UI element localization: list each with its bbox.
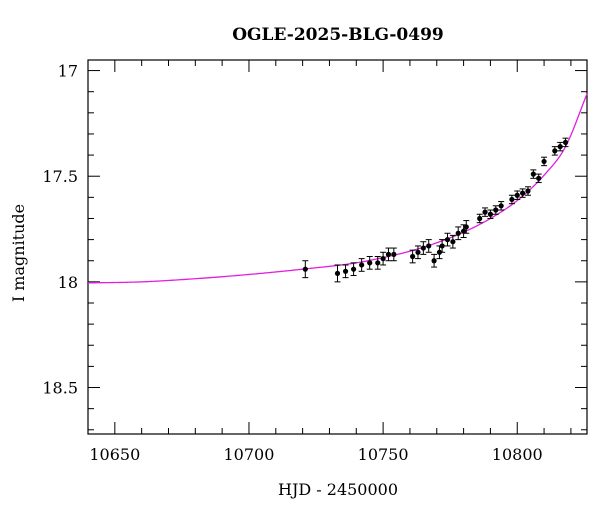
- data-point: [420, 241, 427, 255]
- data-point-marker: [420, 245, 426, 251]
- data-point-marker: [391, 251, 397, 257]
- data-point: [414, 245, 421, 260]
- y-tick-label: 17.5: [42, 167, 78, 186]
- data-point: [519, 188, 526, 198]
- data-point: [460, 224, 467, 238]
- data-point-marker: [444, 237, 451, 243]
- data-point: [334, 264, 341, 283]
- data-point-marker: [350, 266, 357, 272]
- points-layer: [302, 137, 569, 283]
- data-point: [476, 213, 483, 224]
- data-point-marker: [342, 268, 349, 274]
- data-point: [425, 239, 432, 253]
- data-point: [390, 247, 397, 262]
- data-point: [463, 220, 470, 234]
- data-point: [455, 226, 462, 241]
- data-point-marker: [455, 230, 461, 236]
- data-point: [562, 137, 569, 148]
- data-point-marker: [415, 249, 421, 255]
- data-point-marker: [367, 260, 373, 266]
- data-point-marker: [536, 175, 542, 181]
- data-point: [498, 201, 505, 211]
- data-point-marker: [431, 258, 437, 264]
- data-point: [492, 205, 499, 215]
- data-point: [380, 251, 387, 266]
- x-tick-label: 10700: [224, 445, 275, 464]
- chart-title: OGLE-2025-BLG-0499: [232, 25, 444, 45]
- data-point-marker: [460, 228, 467, 234]
- data-point-marker: [375, 260, 381, 266]
- data-point: [342, 264, 349, 279]
- data-point: [302, 260, 309, 279]
- data-point: [409, 249, 416, 264]
- data-point: [557, 141, 564, 152]
- y-tick-label: 17: [58, 62, 78, 81]
- data-point-marker: [552, 148, 558, 154]
- data-point-marker: [439, 243, 445, 249]
- data-point: [366, 256, 373, 270]
- data-point-marker: [359, 262, 365, 268]
- data-point-marker: [302, 266, 308, 272]
- data-point-marker: [493, 207, 499, 213]
- x-tick-label: 10800: [492, 445, 543, 464]
- model-layer: [87, 93, 588, 284]
- data-point-marker: [541, 158, 547, 165]
- data-point: [487, 209, 494, 219]
- data-point: [431, 253, 438, 268]
- data-point-marker: [487, 211, 494, 217]
- y-axis-label: I magnitude: [9, 204, 28, 302]
- data-point: [535, 173, 542, 184]
- data-point-marker: [482, 209, 488, 215]
- x-tick-label: 10750: [358, 445, 409, 464]
- data-point: [385, 247, 392, 262]
- plot-frame: [87, 59, 588, 435]
- data-point: [482, 207, 489, 217]
- x-tick-label: 10650: [89, 445, 140, 464]
- data-point-marker: [380, 256, 386, 262]
- data-point: [350, 262, 357, 277]
- data-point-marker: [557, 144, 563, 150]
- data-point-marker: [410, 253, 416, 260]
- ticks-layer: 10650 10700 10750 10800 17 17.5 18 18.5: [42, 60, 587, 464]
- data-point-marker: [562, 139, 569, 146]
- data-point: [358, 258, 365, 272]
- x-axis-label: HJD - 2450000: [278, 480, 398, 499]
- y-tick-label: 18.5: [42, 379, 78, 398]
- data-point-marker: [463, 224, 469, 230]
- data-point: [514, 190, 521, 200]
- data-point-marker: [426, 243, 432, 249]
- data-point-marker: [450, 239, 456, 245]
- data-point-marker: [520, 190, 526, 196]
- data-point-marker: [514, 192, 520, 198]
- data-point: [439, 239, 446, 253]
- data-point: [374, 256, 381, 270]
- y-tick-label: 18: [58, 273, 78, 292]
- data-point-marker: [498, 203, 504, 209]
- data-point-marker: [509, 196, 515, 203]
- data-point: [524, 186, 531, 196]
- data-point: [551, 146, 558, 156]
- data-point-marker: [477, 215, 483, 222]
- data-point-marker: [385, 251, 392, 257]
- data-point: [449, 234, 456, 249]
- data-point: [530, 169, 537, 179]
- data-point-marker: [530, 171, 536, 177]
- data-point-marker: [334, 270, 341, 277]
- data-point: [541, 156, 548, 167]
- model-curve: [87, 93, 588, 284]
- data-point: [508, 194, 515, 205]
- data-point: [444, 232, 451, 247]
- data-point-marker: [525, 188, 531, 194]
